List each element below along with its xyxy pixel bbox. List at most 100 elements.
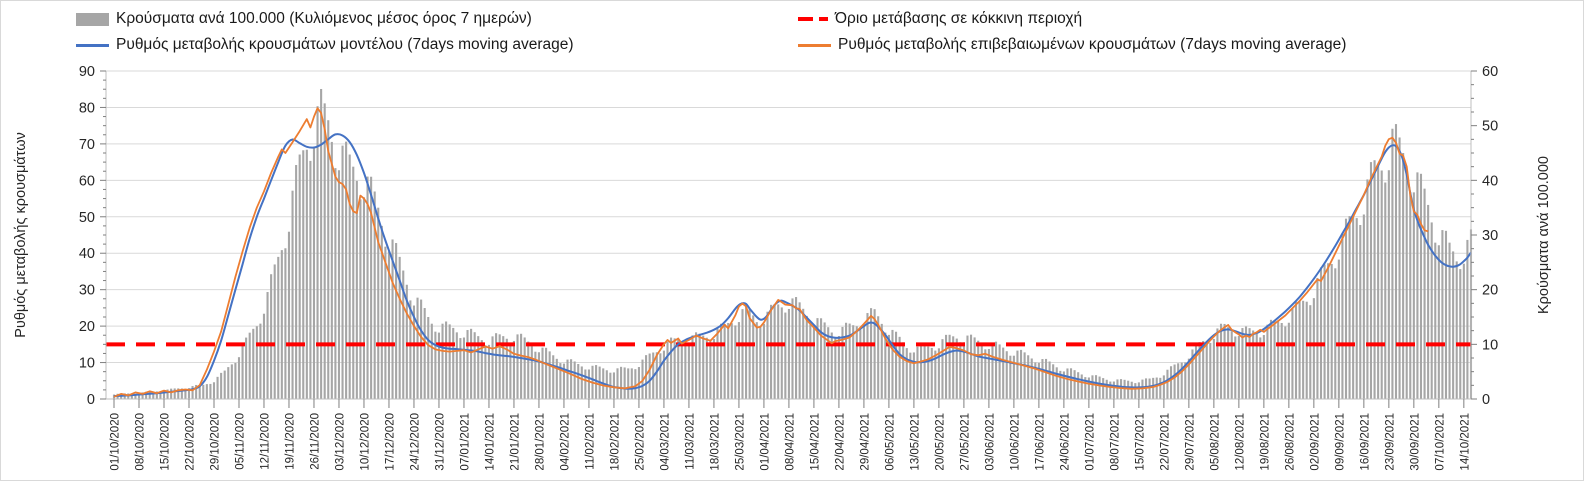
bar <box>1162 375 1165 399</box>
bar <box>912 352 915 399</box>
bar <box>1102 378 1105 399</box>
bar <box>255 326 258 399</box>
bar <box>1155 377 1158 399</box>
bar <box>955 338 958 399</box>
bar <box>944 334 948 399</box>
y-left-tick-label: 80 <box>79 100 95 116</box>
bar <box>1398 137 1401 399</box>
x-tick-label: 14/10/2021 <box>1459 413 1471 471</box>
bar <box>730 323 733 399</box>
bar <box>991 342 994 399</box>
bar <box>677 339 680 399</box>
y-left-tick-label: 0 <box>87 392 95 408</box>
x-tick-label: 12/08/2021 <box>1234 413 1246 471</box>
bar <box>1030 358 1033 399</box>
bar <box>295 165 298 399</box>
x-tick-label: 01/07/2021 <box>1084 413 1096 471</box>
x-tick-label: 30/09/2021 <box>1409 413 1421 471</box>
cases-bars-group <box>112 88 1473 400</box>
bar <box>273 264 276 399</box>
bar <box>969 334 973 399</box>
bar <box>1348 216 1351 399</box>
line-swatch-icon <box>76 43 109 47</box>
bar <box>523 337 526 399</box>
bar <box>459 338 462 399</box>
bar <box>555 358 558 399</box>
x-tick-label: 10/06/2021 <box>1009 413 1021 471</box>
bar <box>1452 251 1455 399</box>
bar <box>416 297 419 399</box>
bar <box>287 231 291 399</box>
bar <box>755 322 758 399</box>
bar <box>823 322 826 399</box>
bar <box>1159 377 1162 399</box>
bar <box>577 364 580 399</box>
bar <box>1323 264 1326 399</box>
bar <box>1252 330 1255 399</box>
bar <box>787 308 790 399</box>
bar <box>612 372 615 399</box>
bar <box>373 191 376 399</box>
y-left-tick-label: 50 <box>79 210 95 226</box>
bar <box>480 340 483 399</box>
bar <box>948 334 951 399</box>
bar <box>1062 371 1065 399</box>
bar <box>1355 218 1358 399</box>
bar <box>741 309 744 399</box>
bar <box>1380 170 1383 399</box>
bar <box>830 332 833 399</box>
x-tick-label: 23/09/2021 <box>1384 413 1396 471</box>
bar <box>384 246 387 399</box>
bar <box>1123 379 1126 399</box>
bar <box>584 369 587 399</box>
bar <box>202 384 205 399</box>
bar <box>980 344 983 399</box>
bar <box>934 350 937 399</box>
bar <box>209 383 212 399</box>
bar <box>1009 355 1012 399</box>
bar <box>595 365 598 399</box>
bar <box>905 348 908 399</box>
bar <box>959 342 962 399</box>
bar <box>512 340 515 399</box>
bar <box>395 243 398 399</box>
bar <box>580 366 583 399</box>
bar <box>530 346 533 399</box>
bar <box>873 309 876 399</box>
bar <box>977 340 980 399</box>
bar <box>1269 319 1273 399</box>
bar <box>1302 300 1305 399</box>
bar <box>812 325 815 399</box>
bar <box>1230 331 1233 399</box>
bar <box>191 386 194 399</box>
bar <box>762 323 765 399</box>
bar <box>834 337 837 399</box>
bar <box>280 250 283 399</box>
bar <box>1334 268 1337 399</box>
bar <box>1259 337 1262 399</box>
bar <box>748 309 751 399</box>
bar <box>1459 269 1462 399</box>
bar <box>927 346 930 399</box>
bar <box>1002 347 1005 399</box>
x-tick-label: 11/03/2021 <box>684 413 696 470</box>
bar <box>1412 192 1415 399</box>
bar <box>784 312 787 399</box>
bar <box>1409 192 1412 399</box>
bar <box>1255 333 1258 399</box>
bar <box>745 303 748 399</box>
y-left-tick-label: 30 <box>79 283 95 299</box>
bar <box>545 347 548 399</box>
bar <box>195 384 198 399</box>
bar <box>1402 153 1405 399</box>
bar <box>312 148 316 399</box>
bar <box>1369 162 1373 399</box>
bar <box>1069 368 1073 399</box>
bar <box>923 344 926 399</box>
bar <box>262 313 266 399</box>
bar <box>152 391 155 399</box>
bar <box>773 304 776 399</box>
bar <box>1059 370 1062 399</box>
bar <box>1466 239 1469 399</box>
